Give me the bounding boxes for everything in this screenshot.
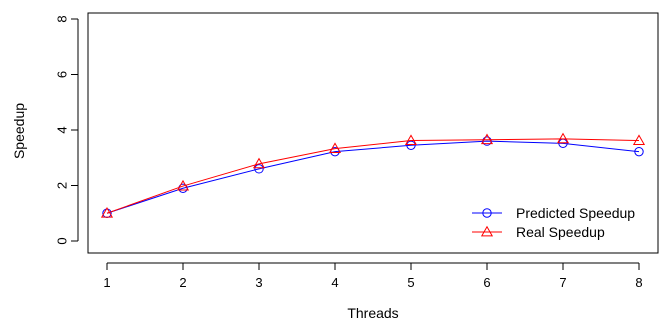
- x-tick-label: 3: [255, 275, 262, 290]
- series-real-speedup: [100, 132, 646, 218]
- data-point-real-speedup: [480, 133, 494, 145]
- y-tick-label: 2: [55, 182, 70, 189]
- legend: Predicted Speedup Real Speedup: [472, 205, 635, 240]
- y-tick-label: 8: [55, 15, 70, 22]
- series-layer: [100, 132, 646, 218]
- data-point-real-speedup: [328, 142, 342, 153]
- legend-marker-real-speedup: [480, 225, 494, 237]
- data-point-predicted-speedup: [406, 140, 416, 150]
- x-tick-label: 7: [559, 275, 566, 290]
- plot-area-border: [87, 12, 659, 254]
- x-axis-label: Threads: [347, 305, 398, 321]
- data-point-real-speedup: [556, 132, 570, 144]
- data-point-predicted-speedup: [254, 164, 264, 174]
- data-point-real-speedup: [632, 134, 646, 145]
- series-line-predicted-speedup: [106, 140, 640, 214]
- x-tick-label: 8: [635, 275, 642, 290]
- x-tick-label: 5: [407, 275, 414, 290]
- series-line-real-speedup: [106, 138, 640, 214]
- legend-label-real-speedup: Real Speedup: [516, 224, 605, 240]
- x-tick-label: 1: [103, 275, 110, 290]
- data-point-real-speedup: [100, 207, 114, 218]
- data-point-real-speedup: [252, 157, 266, 169]
- y-tick-label: 6: [55, 71, 70, 78]
- legend-marker-predicted-speedup: [482, 208, 492, 218]
- x-tick-label: 2: [179, 275, 186, 290]
- x-tick-label: 6: [483, 275, 490, 290]
- y-axis-label: Speedup: [11, 103, 27, 159]
- y-tick-label: 4: [55, 126, 70, 133]
- data-point-predicted-speedup: [634, 146, 644, 157]
- legend-item-real-speedup: Real Speedup: [472, 224, 605, 240]
- legend-item-predicted-speedup: Predicted Speedup: [472, 205, 635, 221]
- data-point-real-speedup: [404, 134, 418, 145]
- x-axis: 1 2 3 4 5 6 7 8: [103, 262, 643, 290]
- x-tick-label: 4: [331, 275, 338, 290]
- legend-label-predicted-speedup: Predicted Speedup: [516, 205, 635, 221]
- y-tick-label: 0: [55, 237, 70, 244]
- data-point-real-speedup: [176, 179, 190, 191]
- y-axis: 0 2 4 6 8: [55, 15, 79, 245]
